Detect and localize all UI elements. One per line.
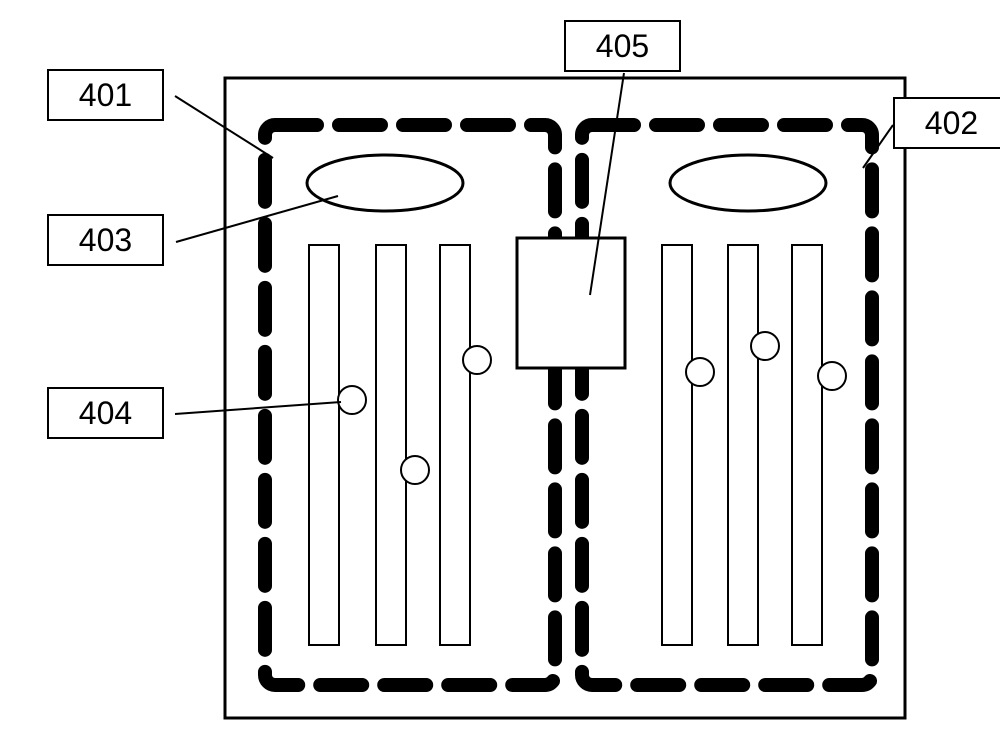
ellipse-right [670,155,826,211]
schematic-svg: 401 405 402 403 404 [20,20,1000,735]
small-circle [463,346,491,374]
label-text: 402 [925,105,978,141]
vertical-bar [662,245,692,645]
vertical-bar [309,245,339,645]
small-circle [686,358,714,386]
label-text: 404 [79,395,132,431]
vertical-bar [440,245,470,645]
small-circle [751,332,779,360]
small-circle [338,386,366,414]
small-circle [818,362,846,390]
vertical-bar [376,245,406,645]
vertical-bar [792,245,822,645]
small-circle [401,456,429,484]
diagram-container: 401 405 402 403 404 [20,20,1000,735]
label-text: 401 [79,77,132,113]
vertical-bar [728,245,758,645]
center-box [517,238,625,368]
label-text: 405 [596,28,649,64]
label-text: 403 [79,222,132,258]
ellipse-left [307,155,463,211]
